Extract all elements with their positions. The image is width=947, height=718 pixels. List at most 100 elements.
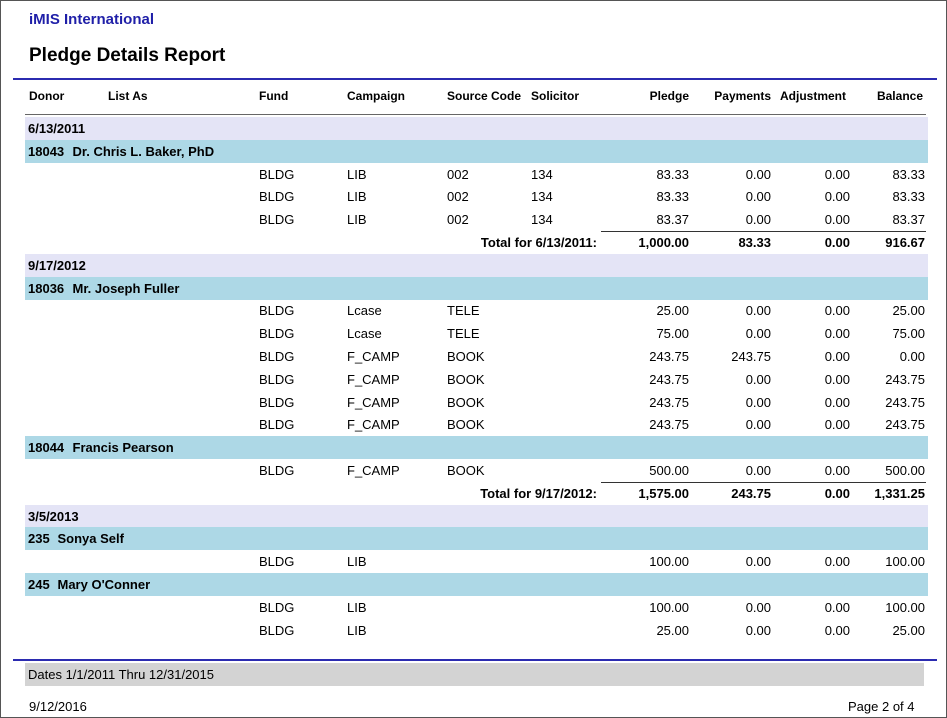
cell-pledge: 83.33: [656, 166, 689, 182]
cell-payments: 0.00: [745, 599, 771, 615]
cell-payments: 243.75: [731, 349, 771, 364]
cell-source-code: 002: [447, 212, 469, 228]
donor-name: Francis Pearson: [72, 440, 174, 456]
total-balance: 916.67: [885, 235, 925, 250]
donor-id: 18044: [28, 440, 65, 456]
cell-source-code: BOOK: [447, 417, 485, 433]
cell-adjustment: 0.00: [824, 599, 850, 615]
cell-balance: 243.75: [885, 417, 925, 433]
pledge-line-row: BLDG F_CAMP BOOK 243.75 0.00 0.00 243.75: [25, 391, 928, 414]
column-header-solicitor: Solicitor: [531, 89, 580, 103]
cell-payments: 0.00: [745, 463, 771, 478]
column-header-pledge: Pledge: [649, 89, 689, 103]
footer-divider: [13, 659, 937, 661]
cell-pledge: 75.00: [656, 326, 689, 342]
cell-payments: 0.00: [745, 326, 771, 342]
cell-source-code: TELE: [447, 303, 480, 319]
cell-payments: 0.00: [745, 554, 771, 570]
cell-balance: 83.33: [892, 189, 925, 205]
cell-pledge: 500.00: [649, 463, 689, 478]
cell-campaign: LIB: [347, 166, 367, 182]
cell-balance: 83.33: [892, 166, 925, 182]
donor-row: 245 Mary O'Conner: [25, 573, 928, 596]
cell-campaign: F_CAMP: [347, 417, 400, 433]
donor-id: 245: [28, 577, 50, 592]
cell-adjustment: 0.00: [824, 463, 850, 478]
donor-name: Mr. Joseph Fuller: [72, 280, 180, 296]
cell-fund: BLDG: [259, 554, 295, 570]
pledge-line-row: BLDG F_CAMP BOOK 243.75 0.00 0.00 243.75: [25, 413, 928, 436]
cell-solicitor: 134: [531, 212, 553, 228]
cell-adjustment: 0.00: [824, 371, 850, 387]
pledge-line-row: BLDG LIB 002 134 83.33 0.00 0.00 83.33: [25, 163, 928, 186]
cell-balance: 25.00: [892, 622, 925, 638]
cell-source-code: TELE: [447, 326, 480, 342]
group-date: 6/13/2011: [28, 121, 86, 136]
total-rule: [601, 481, 926, 483]
cell-campaign: LIB: [347, 189, 367, 205]
cell-source-code: BOOK: [447, 349, 485, 364]
total-adjustment: 0.00: [824, 235, 850, 250]
cell-pledge: 243.75: [649, 349, 689, 364]
column-header-balance: Balance: [876, 89, 923, 103]
cell-campaign: Lcase: [347, 303, 382, 319]
column-header-donor: Donor: [29, 89, 65, 103]
cell-solicitor: 134: [531, 166, 553, 182]
cell-adjustment: 0.00: [824, 303, 850, 319]
cell-payments: 0.00: [745, 417, 771, 433]
cell-adjustment: 0.00: [824, 554, 850, 570]
cell-source-code: 002: [447, 189, 469, 205]
organization-name: iMIS International: [29, 11, 155, 28]
cell-source-code: BOOK: [447, 371, 485, 387]
cell-source-code: 002: [447, 166, 469, 182]
cell-balance: 0.00: [899, 349, 925, 364]
total-rule: [601, 231, 926, 232]
total-adjustment: 0.00: [824, 485, 850, 501]
cell-balance: 75.00: [892, 326, 925, 342]
pledge-line-row: BLDG LIB 25.00 0.00 0.00 25.00: [25, 619, 928, 642]
donor-id: 18036: [28, 280, 65, 296]
donor-name: Sonya Self: [57, 531, 124, 547]
donor-row: 18044 Francis Pearson: [25, 436, 928, 460]
cell-campaign: LIB: [347, 554, 367, 570]
cell-balance: 500.00: [885, 463, 925, 478]
date-range-bar: Dates 1/1/2011 Thru 12/31/2015: [25, 663, 924, 686]
cell-solicitor: 134: [531, 189, 553, 205]
column-header-adjustment: Adjustment: [780, 89, 846, 103]
pledge-line-row: BLDG Lcase TELE 75.00 0.00 0.00 75.00: [25, 322, 928, 345]
donor-id: 235: [28, 531, 50, 547]
donor-row: 235 Sonya Self: [25, 527, 928, 551]
column-header-payments: Payments: [714, 89, 771, 103]
cell-balance: 100.00: [885, 599, 925, 615]
cell-balance: 100.00: [885, 554, 925, 570]
total-label: Total for 9/17/2012:: [480, 485, 597, 501]
cell-adjustment: 0.00: [824, 622, 850, 638]
cell-fund: BLDG: [259, 371, 295, 387]
cell-pledge: 243.75: [649, 417, 689, 433]
pledge-line-row: BLDG F_CAMP BOOK 243.75 243.75 0.00 0.00: [25, 345, 928, 368]
total-payments: 243.75: [731, 485, 771, 501]
cell-adjustment: 0.00: [824, 166, 850, 182]
cell-source-code: BOOK: [447, 394, 485, 410]
date-group-row: 9/17/2012: [25, 253, 928, 277]
group-date: 3/5/2013: [28, 508, 79, 524]
cell-fund: BLDG: [259, 417, 295, 433]
cell-pledge: 25.00: [656, 622, 689, 638]
pledge-line-row: BLDG Lcase TELE 25.00 0.00 0.00 25.00: [25, 299, 928, 322]
donor-id: 18043: [28, 143, 65, 159]
total-pledge: 1,575.00: [638, 485, 689, 501]
cell-pledge: 100.00: [649, 599, 689, 615]
cell-payments: 0.00: [745, 371, 771, 387]
pledge-line-row: BLDG LIB 002 134 83.33 0.00 0.00 83.33: [25, 185, 928, 208]
total-pledge: 1,000.00: [638, 235, 689, 250]
cell-pledge: 243.75: [649, 371, 689, 387]
cell-fund: BLDG: [259, 303, 295, 319]
group-total-row: Total for 9/17/2012: 1,575.00 243.75 0.00 1,…: [25, 481, 928, 505]
date-range-text: Dates 1/1/2011 Thru 12/31/2015: [28, 667, 214, 682]
pledge-line-row: BLDG F_CAMP BOOK 500.00 0.00 0.00 500.00: [25, 459, 928, 482]
cell-adjustment: 0.00: [824, 417, 850, 433]
cell-campaign: LIB: [347, 622, 367, 638]
cell-adjustment: 0.00: [824, 349, 850, 364]
report-title: Pledge Details Report: [29, 45, 226, 66]
